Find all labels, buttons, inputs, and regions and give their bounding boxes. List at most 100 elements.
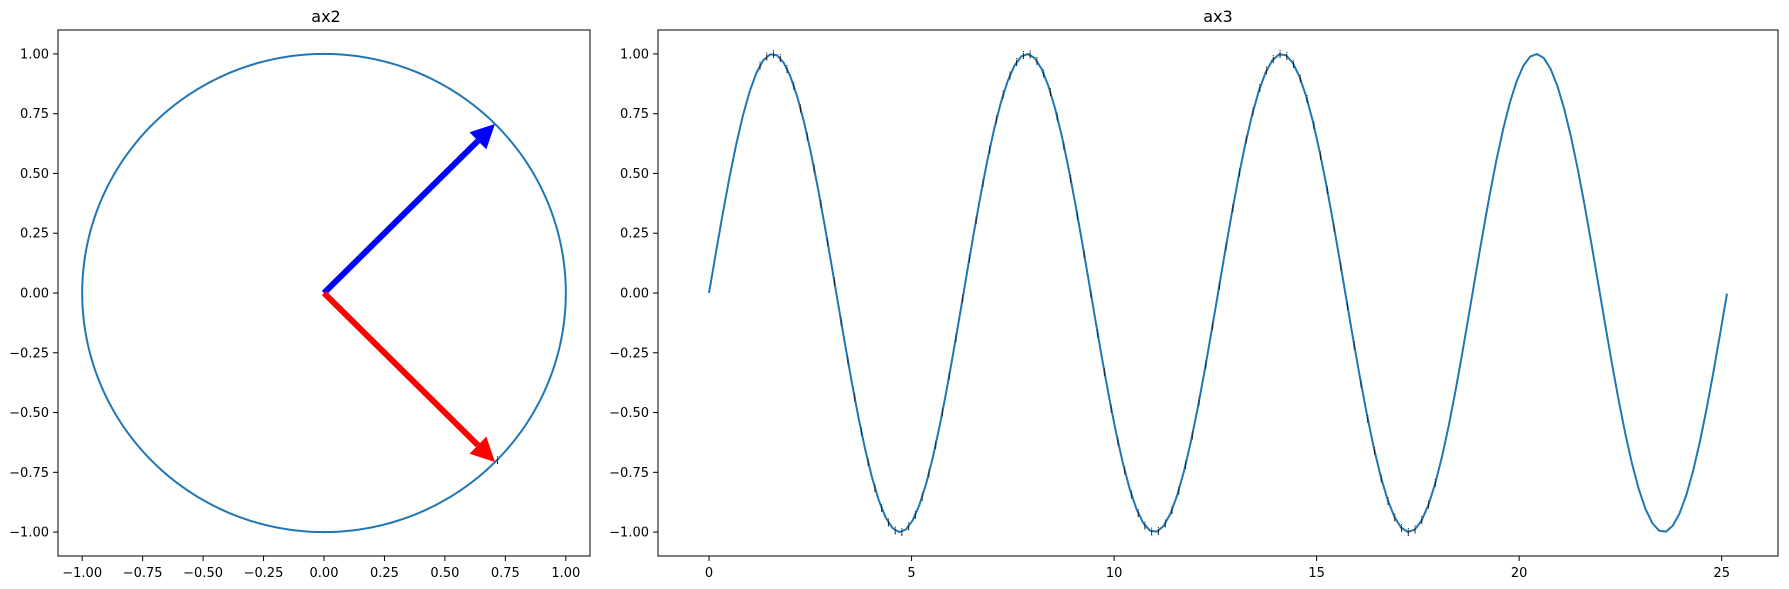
ax2-arrow-0-shaft	[321, 138, 481, 296]
ax2-xtick-label: −0.25	[244, 566, 284, 581]
ax3-marker-text: i	[1414, 523, 1417, 536]
ax3-marker-text: i	[1049, 86, 1052, 99]
ax3-marker-text: i	[1285, 50, 1288, 63]
ax3-marker-text: i	[759, 59, 762, 72]
ax3-marker-text: i	[887, 516, 890, 529]
ax2-y-axis: −1.00 −0.75 −0.50 −0.25 0.00 0.25 0.50 0.75 1.00	[9, 47, 58, 541]
ax3-marker-text: i	[1157, 525, 1160, 538]
ax3-marker-text: i	[941, 406, 944, 419]
ax3-ytick-label: 0.50	[620, 167, 649, 182]
ax3-ytick-label: −1.00	[609, 526, 649, 541]
ax3-marker-text: i	[1083, 248, 1086, 261]
ax3-marker-text: i	[853, 391, 856, 404]
ax3-marker-text: i	[981, 177, 984, 190]
ax3-marker-text: i	[819, 198, 822, 211]
ax2-xtick-label: 0.25	[370, 566, 399, 581]
ax3-ytick-label: 0.00	[620, 287, 649, 302]
ax3-series-line	[708, 52, 1728, 534]
ax3-marker-text: i	[988, 143, 991, 156]
ax3-marker-text: i	[1420, 514, 1423, 527]
ax2-xtick-label: 1.00	[551, 566, 580, 581]
ax3-ytick-label: 0.25	[620, 227, 649, 242]
ax3-marker-text: i	[1360, 378, 1363, 391]
ax2-arrow-1-head	[469, 436, 495, 463]
ax3-marker-text: i	[846, 354, 849, 367]
ax3-marker-text: i	[1029, 49, 1032, 62]
ax3-marker-text: i	[894, 524, 897, 537]
ax3-marker-text: i	[1272, 53, 1275, 66]
ax2-ytick-label: 0.00	[20, 287, 49, 302]
ax3-marker-text: i	[1076, 210, 1079, 223]
ax3-marker-text: i	[1245, 134, 1248, 147]
ax3-marker-text: i	[1177, 484, 1180, 497]
ax3-marker-text: i	[1116, 436, 1119, 449]
ax3-marker-text: i	[1184, 459, 1187, 472]
ax2-xtick-label: −0.50	[183, 566, 223, 581]
ax3-title: ax3	[1203, 7, 1232, 26]
ax3-marker-text: i	[1110, 402, 1113, 415]
ax3-marker-text: i	[1258, 82, 1261, 95]
ax3-marker-text: i	[1164, 518, 1167, 531]
ax3-xtick-label: 20	[1511, 566, 1528, 581]
ax3-xtick-label: 10	[1106, 566, 1123, 581]
ax3-marker-text: i	[1218, 280, 1221, 293]
ax3-marker-text: i	[1204, 359, 1207, 372]
ax3-marker-text: i	[1096, 328, 1099, 341]
ax3-marker-text: i	[1393, 512, 1396, 525]
ax3-marker-text: i	[1137, 507, 1140, 520]
ax3-marker-text: i	[927, 468, 930, 481]
ax2-xtick-label: −1.00	[62, 566, 102, 581]
ax3-marker-text: i	[1380, 473, 1383, 486]
ax3-marker-text: i	[1015, 56, 1018, 69]
ax3-marker-text: i	[1103, 366, 1106, 379]
ax3-marker-text: i	[1387, 495, 1390, 508]
ax3-marker-text: i	[914, 509, 917, 522]
ax3-marker-text: i	[1056, 111, 1059, 124]
ax2-xtick-label: 0.75	[491, 566, 520, 581]
ax3-marker-text: i	[1326, 184, 1329, 197]
ax3-marker-text: i	[1312, 119, 1315, 132]
ax3-marker-text: i	[1346, 300, 1349, 313]
ax3-ytick-label: 0.75	[620, 107, 649, 122]
ax2-arrow-0-head	[469, 123, 495, 150]
ax3-marker-text: i	[1089, 288, 1092, 301]
ax3-marker-text: i	[1434, 477, 1437, 490]
ax3-marker-text: i	[833, 276, 836, 289]
ax3-marker-text: i	[1143, 520, 1146, 533]
ax3-xtick-label: 15	[1308, 566, 1325, 581]
ax2-arrow-1-shaft	[321, 290, 481, 448]
ax3-y-axis: −1.00 −0.75 −0.50 −0.25 0.00 0.25 0.50 0.75 1.00	[609, 47, 658, 541]
ax2-plot-area: i	[81, 52, 567, 534]
ax3-marker-text: i	[1299, 73, 1302, 86]
ax3-ytick-label: −0.50	[609, 406, 649, 421]
ax3-marker-text: i	[806, 130, 809, 143]
ax3-xtick-label: 5	[907, 566, 915, 581]
ax3-marker-text: i	[1035, 55, 1038, 68]
ax3-marker-text: i	[1319, 150, 1322, 163]
ax3-marker-text: i	[1002, 89, 1005, 102]
ax3-marker-text: i	[772, 48, 775, 61]
ax3-marker-text: i	[1130, 489, 1133, 502]
ax3-marker-text: i	[779, 52, 782, 65]
ax3-marker-text: i	[1305, 93, 1308, 106]
ax3-marker-text: i	[1373, 445, 1376, 458]
ax3-marker-text: i	[1292, 58, 1295, 71]
ax2-ytick-label: 0.50	[20, 167, 49, 182]
ax2-xtick-label: 0.50	[430, 566, 459, 581]
ax3-marker-text: i	[1427, 499, 1430, 512]
ax2-ytick-label: 1.00	[20, 47, 49, 62]
ax2-marker-text: i	[496, 454, 499, 467]
ax2-x-axis: −1.00 −0.75 −0.50 −0.25 0.00 0.25 0.50 0.75 1.00	[62, 556, 580, 581]
ax3-marker-text: i	[1069, 173, 1072, 186]
ax3-marker-text: i	[1353, 340, 1356, 353]
ax3-marker-text: i	[826, 236, 829, 249]
ax3-marker-text: i	[1022, 49, 1025, 62]
ax3-marker-text: i	[1332, 221, 1335, 234]
ax3-marker-text: i	[1224, 240, 1227, 253]
ax3-marker-text: i	[995, 114, 998, 127]
ax3-ytick-label: 1.00	[620, 47, 649, 62]
ax3-marker-text: i	[1123, 465, 1126, 478]
ax3-marker-text: i	[1197, 395, 1200, 408]
